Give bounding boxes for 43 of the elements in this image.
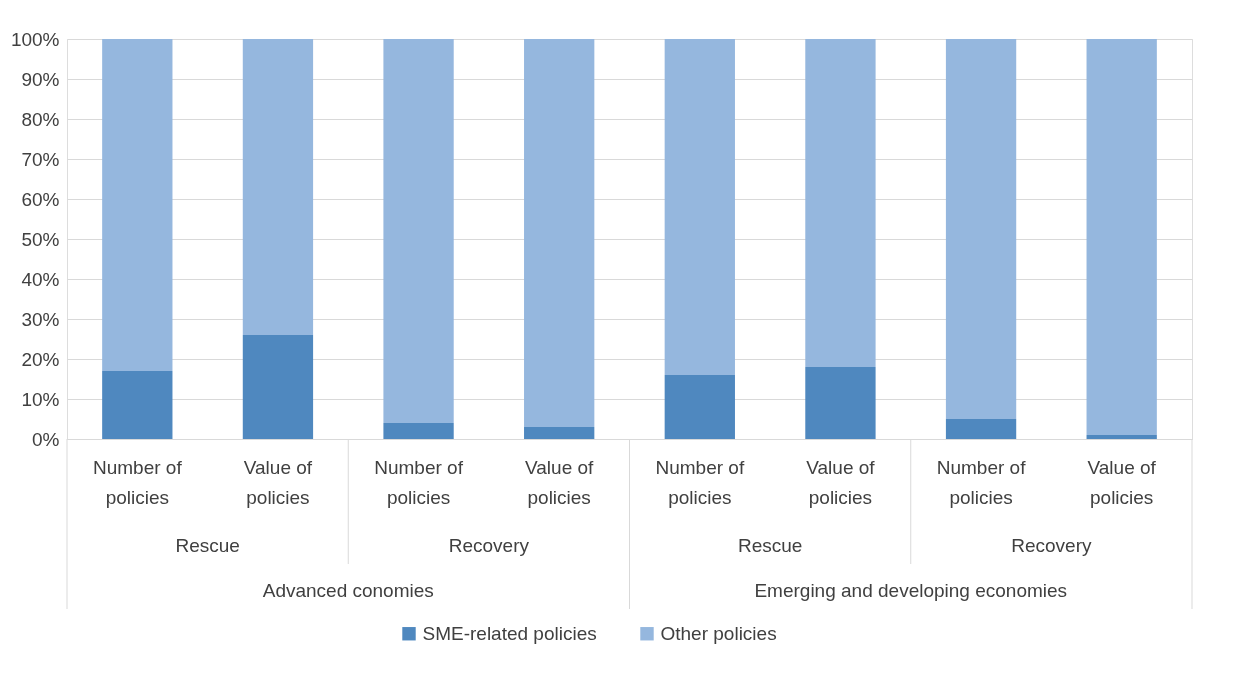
bar bbox=[805, 367, 876, 439]
bar bbox=[1086, 435, 1157, 439]
bar bbox=[664, 39, 735, 375]
text: Advanced conomies bbox=[262, 580, 434, 601]
bar bbox=[102, 371, 173, 439]
bar bbox=[945, 419, 1017, 439]
bar bbox=[242, 39, 314, 335]
y-tick-label: 30% bbox=[21, 308, 60, 330]
bar bbox=[383, 39, 454, 423]
text: Recovery bbox=[448, 535, 530, 556]
bar bbox=[524, 427, 595, 439]
text: Recovery bbox=[1011, 535, 1092, 556]
text: Rescue bbox=[175, 535, 240, 556]
y-tick-label: 70% bbox=[21, 148, 60, 170]
x-tick-label: Number of policies bbox=[655, 457, 745, 508]
bar bbox=[102, 39, 173, 371]
bar bbox=[1086, 39, 1157, 435]
x-tick-label: Value of policies bbox=[525, 457, 595, 508]
y-tick-label: 90% bbox=[21, 68, 60, 90]
x-tick-label: Number of policies bbox=[936, 457, 1027, 508]
y-tick-label: 100% bbox=[10, 28, 60, 50]
y-tick-label: 50% bbox=[21, 228, 60, 250]
x-tick-label: Number of policies bbox=[92, 457, 183, 508]
y-tick-label: 60% bbox=[21, 188, 60, 210]
text: Emerging and developing economies bbox=[754, 580, 1068, 601]
text: Rescue bbox=[737, 535, 803, 556]
y-tick-label: 40% bbox=[21, 268, 60, 290]
y-tick-label: 20% bbox=[21, 348, 60, 370]
y-tick-label: 10% bbox=[21, 388, 60, 410]
bar bbox=[664, 375, 735, 439]
bar bbox=[383, 423, 454, 439]
x-tick-label: Value of policies bbox=[243, 457, 313, 508]
bar bbox=[945, 39, 1017, 419]
y-tick-label: 0% bbox=[32, 428, 60, 450]
y-tick-label: 80% bbox=[21, 108, 60, 130]
x-tick-label: Number of policies bbox=[374, 457, 464, 508]
x-tick-label: Value of policies bbox=[1087, 457, 1157, 508]
bar bbox=[805, 39, 876, 367]
bar bbox=[524, 39, 595, 427]
x-tick-label: Value of policies bbox=[806, 457, 876, 508]
legend-label: SME-related policies bbox=[422, 622, 597, 644]
legend-label: Other policies bbox=[660, 622, 777, 644]
bar bbox=[242, 335, 314, 439]
